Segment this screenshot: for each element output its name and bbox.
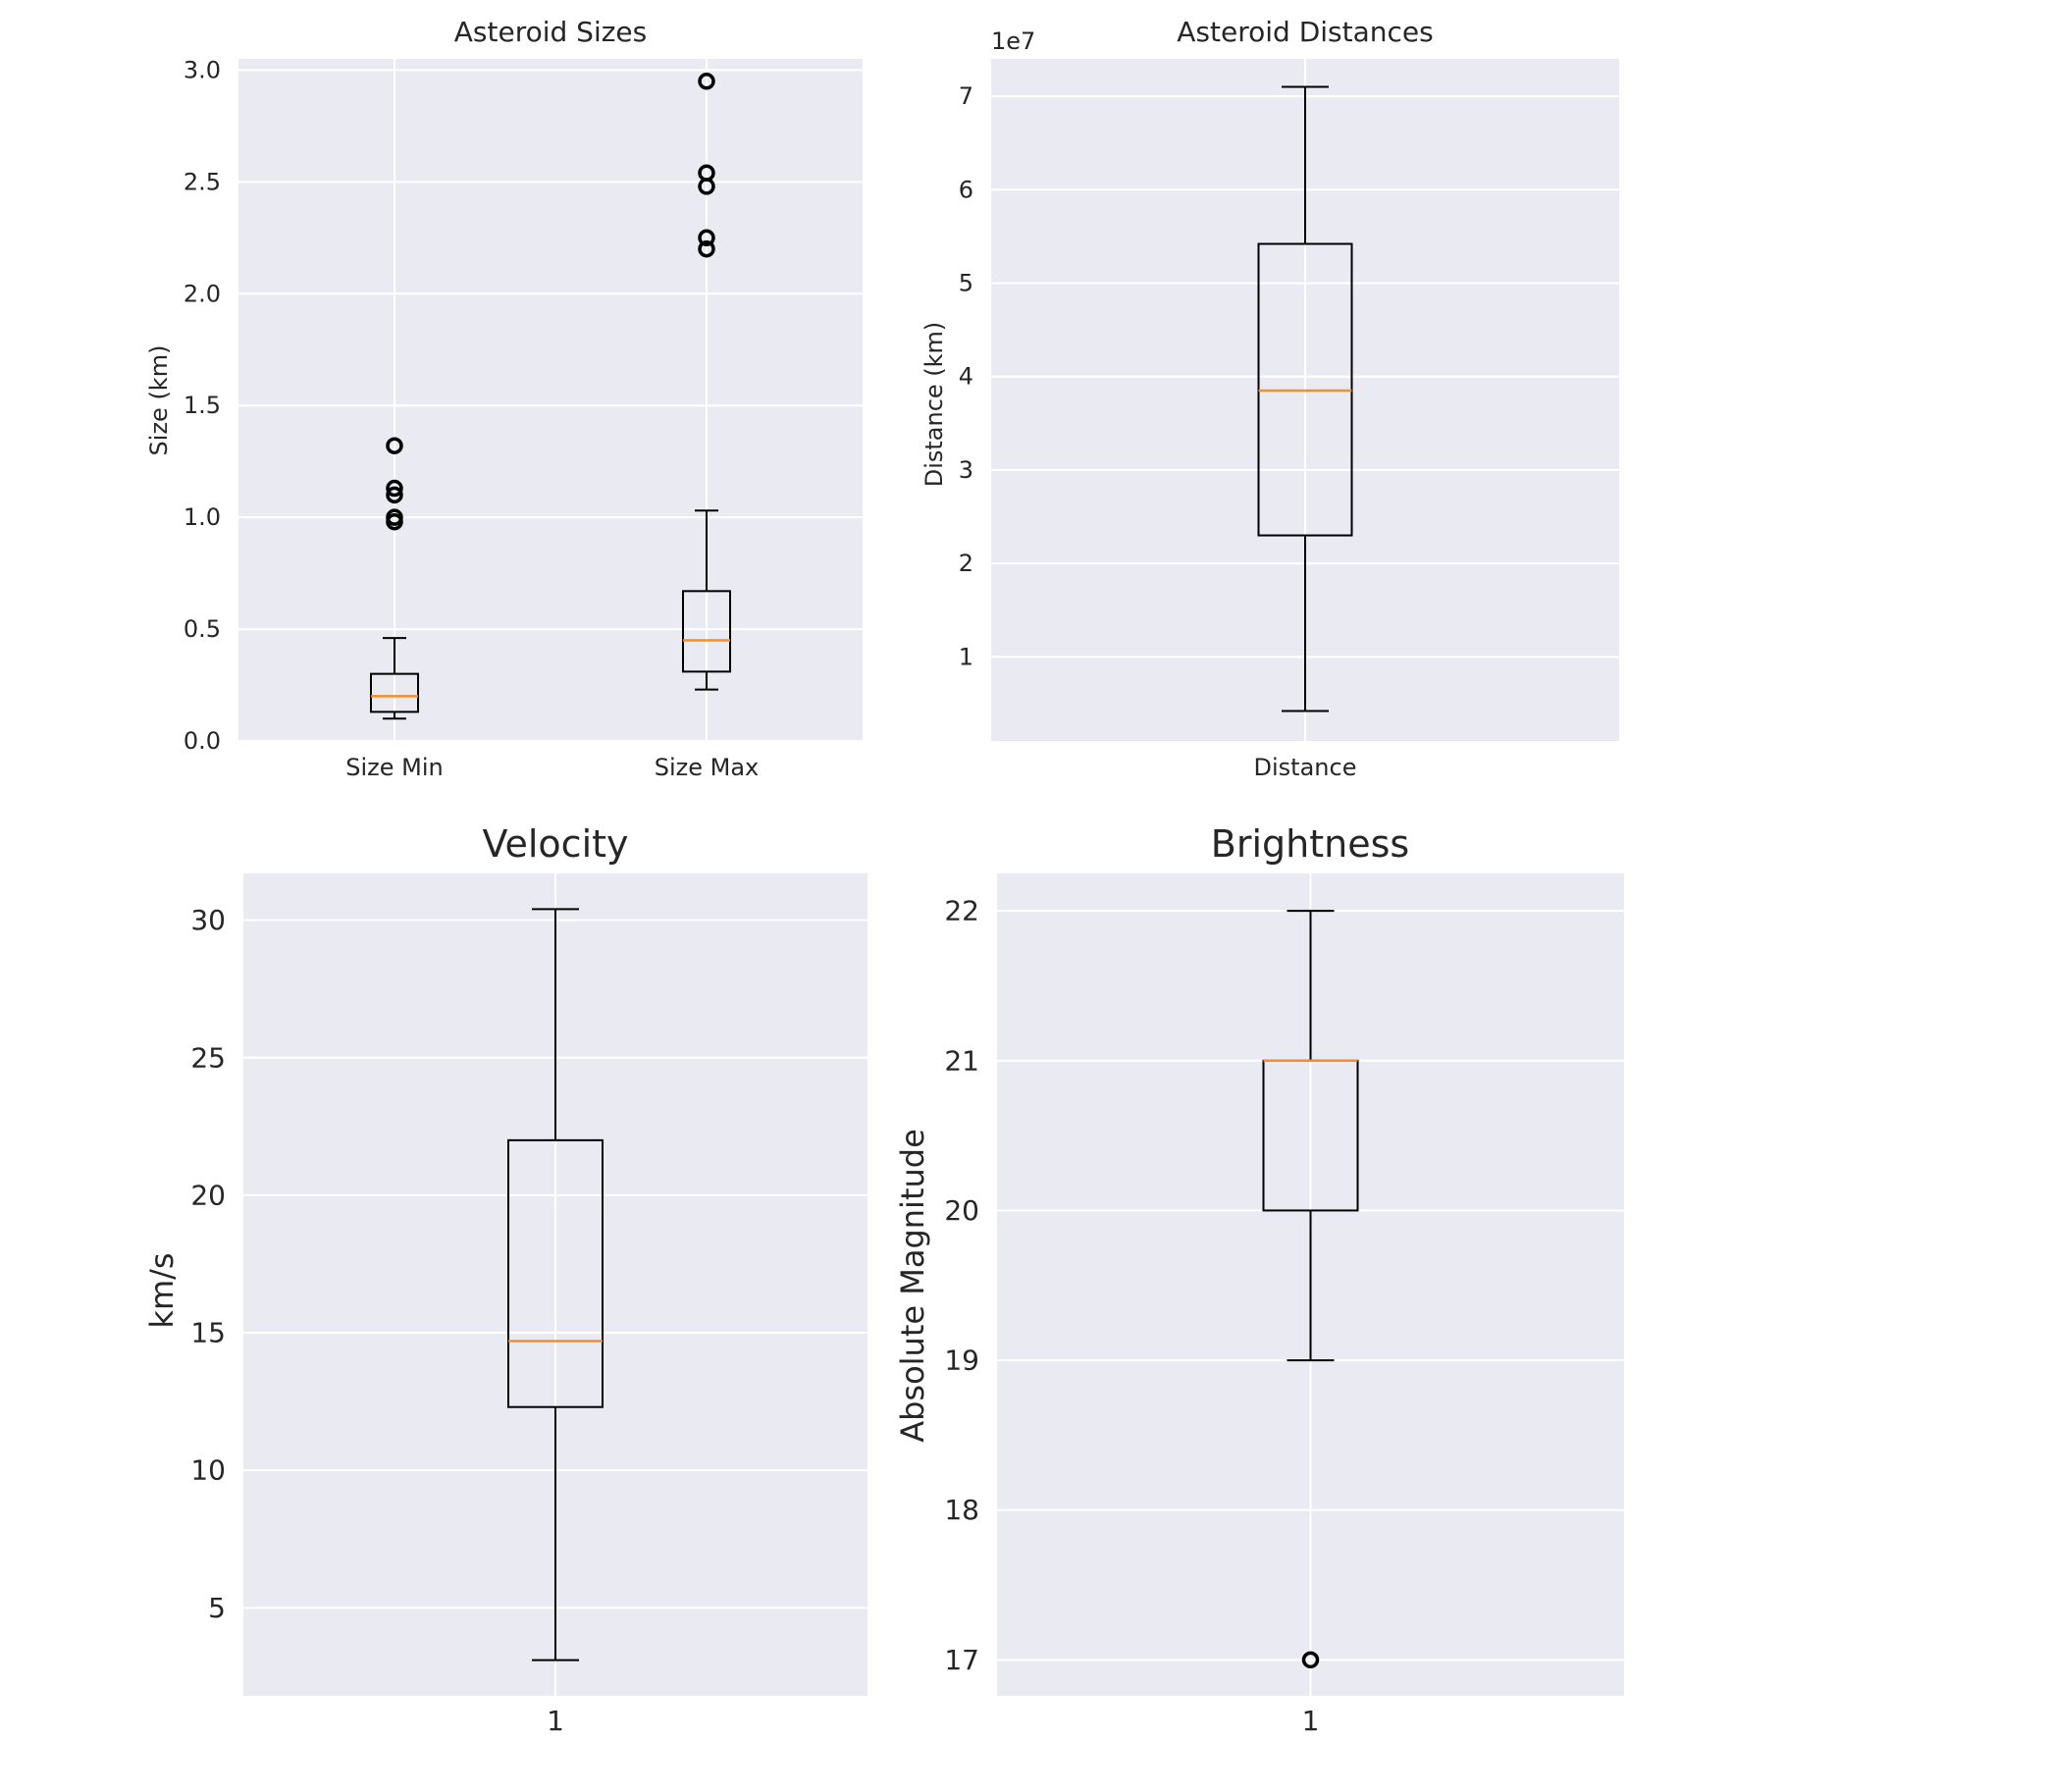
box-elements: [1262, 910, 1359, 1669]
gridlines: [238, 59, 863, 742]
panel-velocity: 5 10 15 20 25 30 1 Velocity km/s: [143, 822, 867, 1737]
chart-title: Asteroid Distances: [1177, 16, 1433, 48]
x-tick-labels: 1: [547, 1705, 564, 1737]
y-tick-label: 10: [190, 1454, 226, 1487]
box-2: [682, 73, 731, 691]
y-tick-labels: 17 18 19 20 21 22: [944, 895, 979, 1676]
y-tick-label: 25: [190, 1041, 226, 1074]
y-tick-label: 2.0: [184, 280, 221, 307]
y-axis-label: Size (km): [145, 345, 173, 456]
y-tick-label: 0.0: [184, 727, 221, 755]
box-iqr: [370, 672, 419, 713]
outlier-point: [386, 486, 403, 504]
y-tick-label: 15: [190, 1317, 226, 1349]
y-tick-label: 17: [944, 1644, 979, 1676]
y-tick-label: 2: [959, 550, 973, 577]
chart-title: Velocity: [482, 822, 628, 866]
box-elements: [1257, 85, 1353, 712]
y-tick-labels: 5 10 15 20 25 30: [190, 904, 226, 1624]
y-tick-label: 1: [959, 643, 973, 670]
outlier-point: [698, 73, 715, 90]
x-tick-labels: 1: [1302, 1705, 1320, 1737]
outlier-point: [386, 437, 403, 454]
box-elements: [370, 73, 731, 720]
y-axis-label: Absolute Magnitude: [894, 1129, 931, 1443]
x-tick-labels: Distance: [1254, 754, 1357, 781]
y-tick-label: 5: [208, 1592, 226, 1624]
y-tick-labels: 1 2 3 4 5 6 7: [959, 82, 973, 670]
box-iqr: [682, 590, 731, 673]
x-tick-label: Distance: [1254, 754, 1357, 781]
x-tick-labels: Size Min Size Max: [345, 754, 759, 781]
box-1: [1262, 910, 1359, 1669]
y-tick-label: 4: [959, 363, 973, 391]
outlier-point: [1301, 1651, 1320, 1669]
box-elements: [507, 908, 604, 1661]
outlier-point: [698, 229, 715, 247]
y-axis-label: km/s: [143, 1252, 181, 1328]
y-tick-labels: 0.0 0.5 1.0 1.5 2.0 2.5 3.0: [184, 56, 221, 755]
y-axis-label: Distance (km): [920, 322, 948, 488]
x-tick-label: 1: [1302, 1705, 1320, 1737]
y-tick-label: 3.0: [184, 56, 221, 83]
box-iqr: [507, 1138, 604, 1408]
y-tick-label: 20: [190, 1179, 226, 1211]
y-tick-label: 21: [944, 1044, 979, 1077]
outlier-point: [386, 508, 403, 526]
y-tick-label: 7: [959, 82, 973, 110]
chart-title: Asteroid Sizes: [454, 16, 648, 48]
axis-scale-label: 1e7: [991, 27, 1035, 55]
plot-area: [238, 59, 863, 741]
y-tick-label: 5: [959, 269, 973, 296]
outlier-point: [698, 239, 715, 258]
panel-brightness: 17 18 19 20 21 22 1 Brightness Absolute Magni…: [894, 822, 1624, 1737]
box-1: [507, 908, 604, 1661]
box-1: [1257, 85, 1353, 712]
y-tick-label: 19: [944, 1344, 979, 1377]
y-tick-label: 0.5: [184, 615, 221, 643]
panel-asteroid-sizes: 0.0 0.5 1.0 1.5 2.0 2.5 3.0 Size Min Size Max A…: [145, 16, 863, 781]
y-tick-label: 18: [944, 1494, 979, 1526]
outlier-point: [386, 479, 403, 498]
y-tick-label: 30: [190, 904, 226, 936]
x-tick-label: Size Max: [655, 754, 760, 781]
chart-title: Brightness: [1211, 822, 1409, 866]
y-tick-label: 6: [959, 176, 973, 203]
y-tick-label: 3: [959, 456, 973, 484]
y-tick-label: 20: [944, 1194, 979, 1227]
x-tick-label: 1: [547, 1705, 564, 1737]
y-tick-label: 1.5: [184, 392, 221, 419]
box-1: [370, 437, 419, 720]
y-tick-label: 2.5: [184, 168, 221, 195]
y-tick-label: 1.0: [184, 503, 221, 531]
y-tick-label: 22: [944, 895, 979, 927]
outlier-point: [698, 164, 715, 182]
x-tick-label: Size Min: [345, 754, 443, 781]
